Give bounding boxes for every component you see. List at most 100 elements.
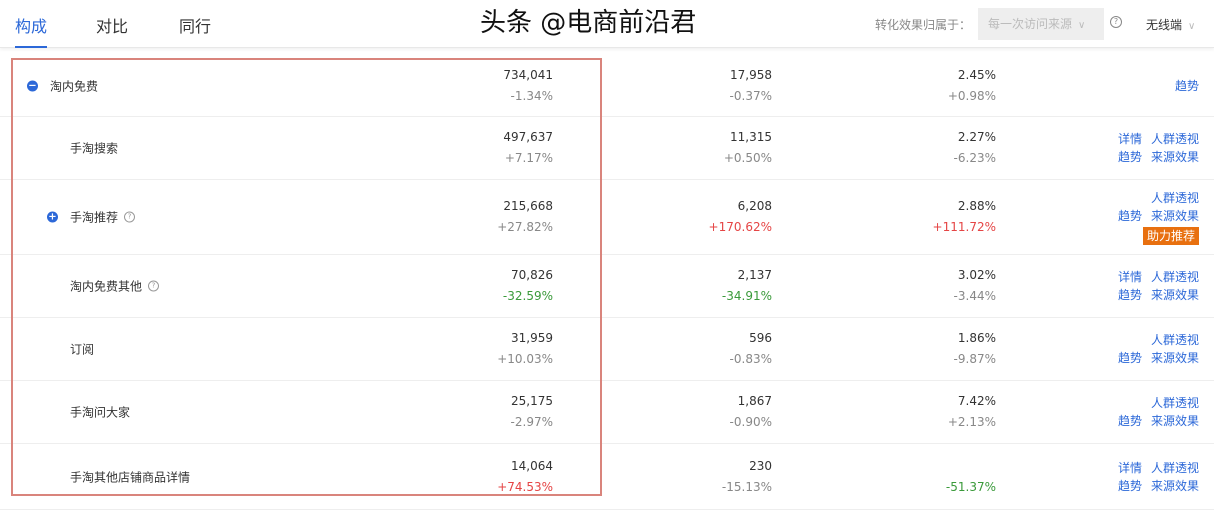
source-name: 手淘搜索 (70, 141, 119, 156)
header-bar: 构成 对比 同行 转化效果归属于： 每一次访问来源 ∨ ? 无线端 ∨ (0, 0, 1214, 48)
table-row: 订阅 31,959 +10.03% 596 -0.83% 1.86% -9.87% 人群透视趋… (0, 318, 1214, 381)
metric-change: -51.37% (945, 479, 996, 494)
row-actions: 人群透视 趋势 来源效果 (1109, 331, 1199, 367)
metric-change: -0.83% (729, 352, 772, 366)
table-row: − 淘内免费 734,041 -1.34% 17,958 -0.37% 2.45% +0.98… (0, 55, 1214, 117)
action-link[interactable]: 趋势 (1117, 288, 1142, 302)
attribution-value: 每一次访问来源 (988, 17, 1073, 31)
action-link[interactable]: 趋势 (1117, 414, 1142, 428)
row-actions: 人群透视 趋势 来源效果 (1109, 394, 1199, 430)
tab-2[interactable]: 同行 (179, 17, 212, 36)
metric-value (946, 456, 996, 477)
action-link[interactable]: 详情 (1117, 270, 1142, 284)
table-row: 手淘搜索 497,637 +7.17% 11,315 +0.50% 2.27% -6.23%… (0, 117, 1214, 180)
metric-change: -6.23% (953, 151, 996, 165)
metric-change: +111.72% (932, 220, 996, 234)
help-icon[interactable]: ? (124, 211, 136, 223)
row-actions: 详情 人群透视 趋势 来源效果 (1109, 459, 1199, 495)
metric-change: -32.59% (502, 289, 553, 303)
table-row: + 手淘推荐? 215,668 +27.82% 6,208 +170.62% 2.88% +1… (0, 180, 1214, 255)
action-link[interactable]: 详情 (1117, 132, 1142, 146)
metric-value: 1.86% (957, 331, 996, 345)
metric-cell: 734,041 -1.34% (503, 65, 553, 107)
metric-cell: 230 -15.13% (722, 456, 772, 498)
source-name: 淘内免费 (50, 79, 99, 93)
boost-badge[interactable]: 助力推荐 (1142, 227, 1199, 245)
action-link[interactable]: 趋势 (1174, 78, 1199, 93)
help-icon[interactable]: ? (148, 280, 160, 292)
metric-change: -0.37% (729, 88, 772, 103)
metric-cell: 2.88% +111.72% (933, 196, 996, 238)
metric-cell: 25,175 -2.97% (511, 391, 553, 433)
metric-change: -3.44% (953, 289, 996, 303)
metric-value: 596 (749, 331, 772, 345)
metric-cell: 17,958 -0.37% (730, 65, 772, 107)
metric-cell: 70,826 -32.59% (503, 265, 553, 307)
device-value: 无线端 (1146, 18, 1183, 32)
metric-cell: 7.42% +2.13% (948, 391, 996, 433)
expand-icon[interactable]: + (47, 211, 58, 223)
action-link[interactable]: 人群透视 (1150, 333, 1199, 347)
help-icon[interactable]: ? (1110, 16, 1122, 28)
tab-0[interactable]: 构成 (15, 13, 48, 48)
metric-change: +0.98% (947, 88, 996, 103)
metric-cell: 215,668 +27.82% (497, 196, 553, 238)
metric-value: 1,867 (737, 394, 772, 408)
source-name: 手淘推荐 (70, 210, 119, 225)
metric-value: 14,064 (511, 458, 553, 473)
action-link[interactable]: 趋势 (1117, 209, 1142, 223)
metric-value: 31,959 (511, 331, 553, 345)
action-link[interactable]: 来源效果 (1150, 414, 1199, 428)
action-link[interactable]: 人群透视 (1150, 396, 1199, 410)
action-link[interactable]: 来源效果 (1150, 351, 1199, 365)
metric-cell: 2.45% +0.98% (948, 65, 996, 107)
action-link[interactable]: 人群透视 (1150, 460, 1199, 475)
tab-1[interactable]: 对比 (96, 17, 129, 36)
action-link[interactable]: 人群透视 (1150, 132, 1199, 146)
action-link[interactable]: 来源效果 (1150, 478, 1199, 493)
action-link[interactable]: 来源效果 (1150, 288, 1199, 302)
metric-change: +2.13% (947, 415, 996, 429)
metric-value: 7.42% (957, 394, 996, 408)
device-select[interactable]: 无线端 ∨ (1146, 16, 1195, 33)
metric-value: 734,041 (503, 67, 553, 82)
action-link[interactable]: 趋势 (1117, 351, 1142, 365)
action-link[interactable]: 人群透视 (1150, 191, 1199, 205)
table-row: 淘内免费其他? 70,826 -32.59% 2,137 -34.91% 3.02% -3.… (0, 255, 1214, 318)
metric-change: +7.17% (504, 151, 553, 165)
metric-cell: 11,315 +0.50% (724, 127, 772, 169)
action-link[interactable]: 详情 (1117, 460, 1142, 475)
row-actions: 趋势 (1166, 77, 1199, 95)
metric-value: 11,315 (730, 130, 772, 144)
action-link[interactable]: 人群透视 (1150, 270, 1199, 284)
source-name: 淘内免费其他 (70, 279, 143, 294)
metric-cell: 596 -0.83% (730, 328, 772, 370)
action-link[interactable]: 来源效果 (1150, 150, 1199, 164)
metric-change: +74.53% (497, 479, 553, 494)
metric-change: +170.62% (708, 220, 772, 234)
action-link[interactable]: 趋势 (1117, 150, 1142, 164)
metric-value: 497,637 (503, 130, 553, 144)
row-actions: 人群透视 趋势 来源效果助力推荐 (1109, 189, 1199, 245)
metric-value: 3.02% (957, 268, 996, 282)
row-actions: 详情 人群透视 趋势 来源效果 (1109, 268, 1199, 304)
metric-change: -0.90% (729, 415, 772, 429)
action-link[interactable]: 趋势 (1117, 478, 1142, 493)
metric-change: +0.50% (723, 151, 772, 165)
table-row: 手淘问大家 25,175 -2.97% 1,867 -0.90% 7.42% +2.13% 人… (0, 381, 1214, 444)
metric-value: 2,137 (737, 268, 772, 282)
source-name: 订阅 (70, 342, 95, 357)
action-link[interactable]: 来源效果 (1150, 209, 1199, 223)
metric-value: 2.27% (957, 130, 996, 144)
metric-value: 2.45% (957, 67, 996, 82)
metric-value: 215,668 (503, 199, 553, 213)
collapse-icon[interactable]: − (27, 80, 38, 91)
watermark: 头条 @电商前沿君 (480, 8, 697, 38)
metric-value: 17,958 (730, 67, 772, 82)
metric-change: -15.13% (721, 479, 772, 494)
attribution-select[interactable]: 每一次访问来源 ∨ (978, 8, 1104, 40)
metric-value: 2.88% (957, 199, 996, 213)
metric-cell: -51.37% (946, 456, 996, 498)
metric-change: -1.34% (510, 88, 553, 103)
source-name: 手淘其他店铺商品详情 (70, 470, 191, 484)
